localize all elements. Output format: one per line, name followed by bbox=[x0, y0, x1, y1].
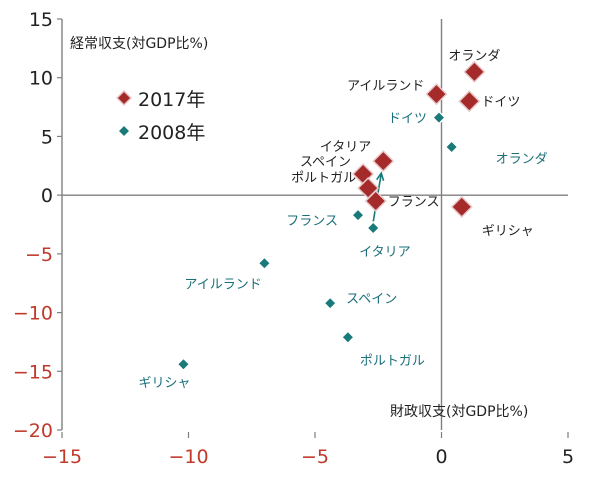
point-label-2017: ポルトガル bbox=[291, 171, 356, 186]
legend-marker-2017 bbox=[115, 89, 133, 107]
y-axis-title: 経常収支(対GDP比%) bbox=[70, 36, 208, 52]
x-tick-label: −10 bbox=[168, 446, 208, 468]
point-2008 bbox=[431, 110, 447, 125]
point-2017 bbox=[458, 90, 481, 113]
point-2017 bbox=[463, 60, 486, 83]
x-tick-label: 0 bbox=[435, 446, 447, 468]
point-2008 bbox=[366, 220, 381, 236]
x-tick-label: −5 bbox=[301, 446, 329, 468]
point-label-2008: ポルトガル bbox=[360, 354, 425, 369]
point-2008 bbox=[323, 296, 338, 311]
y-tick-label: 5 bbox=[41, 126, 53, 148]
point-2017 bbox=[425, 83, 448, 106]
y-tick-label: −20 bbox=[13, 420, 53, 442]
arrow-head bbox=[376, 171, 385, 181]
point-label-2008: アイルランド bbox=[184, 277, 261, 292]
y-tick-label: −15 bbox=[13, 361, 53, 383]
x-axis-title: 財政収支(対GDP比%) bbox=[390, 404, 528, 420]
y-tick-label: 0 bbox=[41, 185, 53, 207]
point-label-2017: ギリシャ bbox=[482, 224, 534, 239]
y-tick-label: −5 bbox=[25, 244, 53, 266]
point-label-2017: イタリア bbox=[320, 140, 371, 155]
point-label-2008: ギリシャ bbox=[138, 376, 190, 391]
point-label-2017: オランダ bbox=[448, 49, 500, 64]
point-label-2017: ドイツ bbox=[481, 95, 520, 110]
legend-marker-2008 bbox=[116, 123, 132, 139]
point-2017 bbox=[372, 150, 395, 173]
point-2008 bbox=[176, 357, 191, 372]
point-label-2017: アイルランド bbox=[347, 79, 424, 94]
legend-label-2008: 2008年 bbox=[138, 122, 205, 144]
x-tick-label: −15 bbox=[42, 446, 82, 468]
x-tick-label: 5 bbox=[562, 446, 574, 468]
legend-label-2017: 2017年 bbox=[138, 89, 205, 111]
point-label-2008: ドイツ bbox=[388, 112, 427, 127]
y-tick-label: −10 bbox=[13, 303, 53, 325]
point-2008 bbox=[444, 139, 459, 155]
point-label-2008: フランス bbox=[286, 214, 338, 229]
point-2008 bbox=[350, 208, 366, 223]
point-label-2008: イタリア bbox=[359, 245, 410, 260]
point-2017 bbox=[450, 195, 473, 218]
point-2008 bbox=[257, 256, 272, 271]
point-label-2008: スペイン bbox=[346, 292, 397, 307]
point-label-2017: フランス bbox=[388, 195, 440, 210]
point-2017 bbox=[364, 189, 387, 213]
y-tick-label: 10 bbox=[29, 68, 53, 90]
point-label-2008: オランダ bbox=[496, 152, 548, 167]
point-label-2017: スペイン bbox=[300, 155, 351, 170]
y-tick-label: 15 bbox=[29, 9, 53, 31]
point-2008 bbox=[340, 330, 355, 345]
